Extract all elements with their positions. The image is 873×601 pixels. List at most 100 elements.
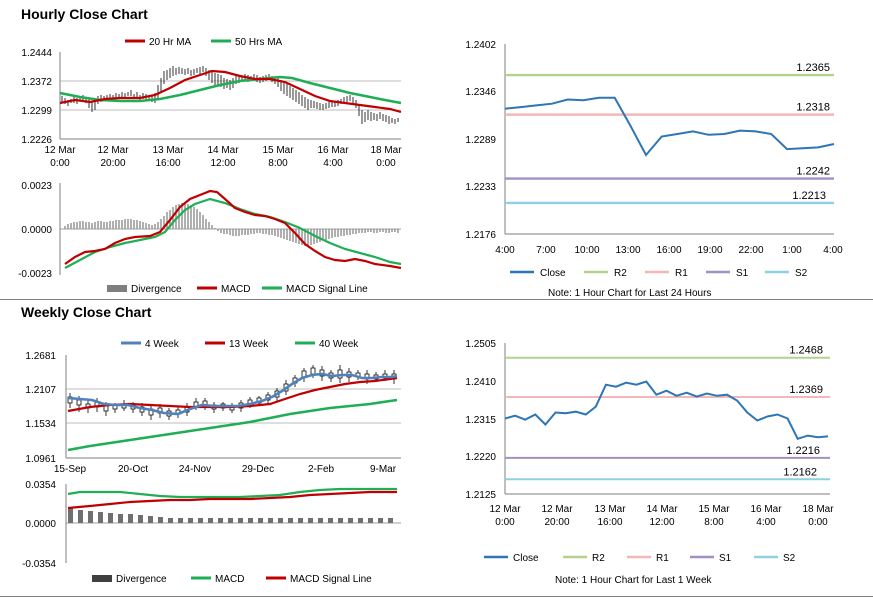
x-tick-label: 16 Mar xyxy=(750,504,782,515)
weekly-macd-line xyxy=(67,487,397,499)
weekly-candle-wicks xyxy=(69,365,395,420)
x-tick-label: 4:00 xyxy=(823,245,843,256)
x-tick-label: 4:00 xyxy=(495,245,515,256)
weekly-price-chart: 4 Week 13 Week 40 Week 1.2681 1.2107 1.1… xyxy=(25,339,401,475)
x-tick-label: 1:00 xyxy=(782,245,802,256)
x-tick-label: 16 Mar xyxy=(317,145,349,156)
hourly-section-title: Hourly Close Chart xyxy=(21,6,148,22)
y-tick-label: 1.2220 xyxy=(465,452,496,463)
hourly-macd-chart: 0.0023 0.0000 -0.0023 Divergence MACD MA… xyxy=(18,181,402,295)
x-tick-label: 12 Mar xyxy=(97,145,129,156)
chart-note: Note: 1 Hour Chart for Last 24 Hours xyxy=(548,288,711,299)
y-tick-label: -0.0354 xyxy=(22,559,56,570)
bottom-divider xyxy=(0,596,873,597)
y-tick-label: 1.2372 xyxy=(21,77,52,88)
x-tick-label: 16:00 xyxy=(597,517,622,528)
weekly-macd-chart: 0.0354 0.0000 -0.0354 Divergence MACD MA… xyxy=(22,480,401,585)
legend-label-s2: S2 xyxy=(783,553,796,564)
weekly-macd-signal-line xyxy=(67,490,397,510)
close-price-line xyxy=(504,96,835,157)
x-tick-label: 0:00 xyxy=(376,158,396,169)
s1-level-label: 1.2216 xyxy=(786,445,820,457)
x-tick-label: 22:00 xyxy=(738,245,763,256)
chart-note: Note: 1 Hour Chart for Last 1 Week xyxy=(555,575,713,586)
x-tick-label: 20:00 xyxy=(100,158,125,169)
legend-label-divergence: Divergence xyxy=(116,574,167,585)
x-tick-label: 15 Mar xyxy=(698,504,730,515)
ma-13week-line xyxy=(67,376,398,413)
x-tick-label: 12:00 xyxy=(649,517,674,528)
x-tick-label: 16:00 xyxy=(656,245,681,256)
y-tick-label: 1.0961 xyxy=(25,454,56,465)
x-tick-label: 2-Feb xyxy=(308,464,335,475)
x-tick-label: 4:00 xyxy=(323,158,343,169)
legend-label-r1: R1 xyxy=(656,553,669,564)
y-tick-label: 1.2402 xyxy=(465,40,496,51)
legend-label-s1: S1 xyxy=(719,553,732,564)
ma-4week-line xyxy=(67,372,398,416)
legend-swatch-divergence xyxy=(107,285,127,292)
y-tick-label: 1.2233 xyxy=(465,182,496,193)
legend-label-r2: R2 xyxy=(592,553,605,564)
x-tick-label: 16:00 xyxy=(155,158,180,169)
weekly-section-title: Weekly Close Chart xyxy=(21,304,152,320)
y-tick-label: 1.2444 xyxy=(21,48,52,59)
y-tick-label: 1.2410 xyxy=(465,377,496,388)
legend-label-40week: 40 Week xyxy=(319,339,359,350)
x-tick-label: 13 Mar xyxy=(152,145,184,156)
x-tick-label: 20-Oct xyxy=(118,464,148,475)
x-tick-label: 29-Dec xyxy=(242,464,274,475)
y-tick-label: 1.1534 xyxy=(25,419,56,430)
x-tick-label: 13:00 xyxy=(615,245,640,256)
ma-50hr-line xyxy=(59,75,402,105)
y-tick-label: 1.2299 xyxy=(21,106,52,117)
x-tick-label: 13 Mar xyxy=(594,504,626,515)
legend-label-s2: S2 xyxy=(795,268,808,279)
x-tick-label: 0:00 xyxy=(808,517,828,528)
hourly-levels-chart: 1.2402 1.2346 1.2289 1.2233 1.2176 4:00 … xyxy=(465,40,843,299)
y-tick-label: 1.2176 xyxy=(465,230,496,241)
x-tick-label: 14 Mar xyxy=(646,504,678,515)
legend-label-13week: 13 Week xyxy=(229,339,269,350)
section-divider xyxy=(0,299,873,300)
y-tick-label: 0.0354 xyxy=(25,480,56,491)
x-tick-label: 12 Mar xyxy=(541,504,573,515)
legend-label-50hr: 50 Hrs MA xyxy=(235,37,283,48)
x-tick-label: 8:00 xyxy=(704,517,724,528)
y-tick-label: 0.0000 xyxy=(25,519,56,530)
x-tick-label: 15-Sep xyxy=(54,464,87,475)
y-tick-label: 0.0023 xyxy=(21,181,52,192)
legend-label-signal: MACD Signal Line xyxy=(286,284,368,295)
y-tick-label: -0.0023 xyxy=(18,269,52,280)
divergence-bars xyxy=(64,203,399,246)
x-tick-label: 9-Mar xyxy=(370,464,397,475)
s2-level-label: 1.2213 xyxy=(792,190,826,202)
x-tick-label: 14 Mar xyxy=(207,145,239,156)
x-tick-label: 12 Mar xyxy=(44,145,76,156)
x-tick-label: 15 Mar xyxy=(262,145,294,156)
x-tick-label: 0:00 xyxy=(495,517,515,528)
legend-label-r1: R1 xyxy=(675,268,688,279)
legend-label-close: Close xyxy=(540,268,566,279)
price-candles xyxy=(61,66,399,124)
r1-level-label: 1.2369 xyxy=(789,384,823,396)
y-tick-label: 1.2125 xyxy=(465,490,496,501)
x-tick-label: 18 Mar xyxy=(370,145,402,156)
x-tick-label: 24-Nov xyxy=(179,464,211,475)
weekly-divergence-bars xyxy=(68,508,393,523)
y-tick-label: 1.2107 xyxy=(25,385,56,396)
x-tick-label: 12:00 xyxy=(210,158,235,169)
y-tick-label: 1.2505 xyxy=(465,339,496,350)
x-tick-label: 0:00 xyxy=(50,158,70,169)
legend-label-macd: MACD xyxy=(221,284,250,295)
legend-label-4week: 4 Week xyxy=(145,339,180,350)
ma-20hr-line xyxy=(59,69,402,114)
weekly-levels-chart: 1.2505 1.2410 1.2315 1.2220 1.2125 12 Ma… xyxy=(465,339,834,586)
macd-signal-line xyxy=(64,197,402,269)
macd-line xyxy=(64,189,402,270)
legend-label-divergence: Divergence xyxy=(131,284,182,295)
y-tick-label: 1.2226 xyxy=(21,135,52,146)
x-tick-label: 10:00 xyxy=(574,245,599,256)
legend-label-r2: R2 xyxy=(614,268,627,279)
